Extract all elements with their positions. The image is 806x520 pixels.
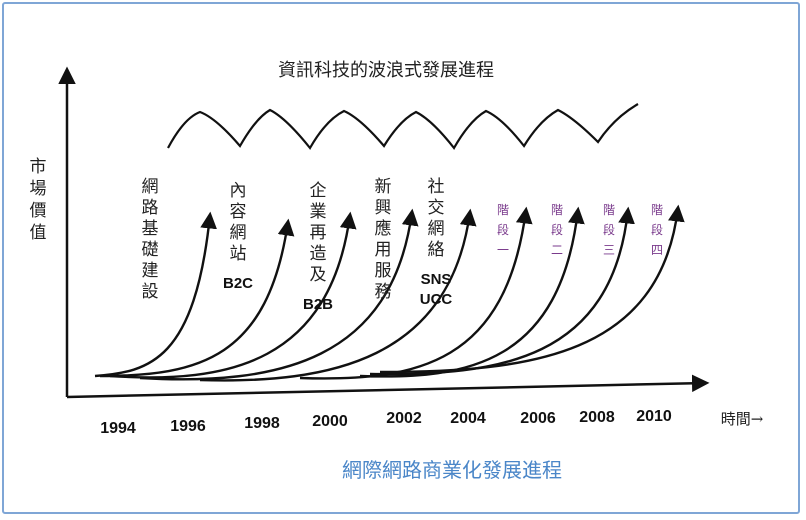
year-label-2002: 2002 [386, 410, 422, 427]
bottom-title: 網際網路商業化發展進程 [342, 458, 562, 482]
phase-label-9: 階段四 [651, 202, 663, 257]
phase-label-4: 新興應用服務 [375, 177, 392, 302]
year-label-1996: 1996 [170, 418, 206, 435]
growth-curve-9 [379, 204, 685, 374]
year-label-1998: 1998 [244, 415, 280, 432]
year-label-2010: 2010 [636, 408, 672, 425]
y-axis-label: 市場價值 [30, 157, 47, 243]
growth-curve-8 [369, 206, 635, 376]
phase-label-3: 企業再造及 [310, 181, 327, 285]
year-label-2008: 2008 [579, 409, 615, 426]
phase-sub-3: B2B [303, 296, 333, 313]
year-label-2004: 2004 [450, 410, 486, 427]
phase-label-6: 階段一 [497, 202, 509, 257]
x-axis [66, 374, 710, 399]
chart-title: 資訊科技的波浪式發展進程 [278, 60, 494, 81]
growth-curve-3 [109, 211, 357, 379]
phase-label-8: 階段三 [603, 202, 615, 257]
year-label-2006: 2006 [520, 410, 556, 427]
phase-label-2: 內容網站 [230, 181, 247, 264]
wave-line [167, 103, 639, 150]
phase-sub-2: B2C [223, 275, 253, 292]
phase-label-7: 階段二 [551, 202, 563, 257]
growth-curve-6 [299, 206, 533, 380]
growth-curve-7 [359, 206, 585, 378]
x-axis-label: 時間→ [721, 410, 764, 428]
phase-label-5: 社交網絡 [428, 177, 445, 260]
growth-curve-5 [199, 208, 477, 382]
growth-curve-1 [94, 211, 217, 378]
growth-curve-2 [99, 218, 295, 378]
phase-sub-5: SNS UCC [420, 271, 453, 308]
growth-curve-4 [139, 208, 419, 381]
year-label-1994: 1994 [100, 420, 136, 437]
phase-label-1: 網路基礎建設 [142, 177, 159, 302]
year-label-2000: 2000 [312, 413, 348, 430]
